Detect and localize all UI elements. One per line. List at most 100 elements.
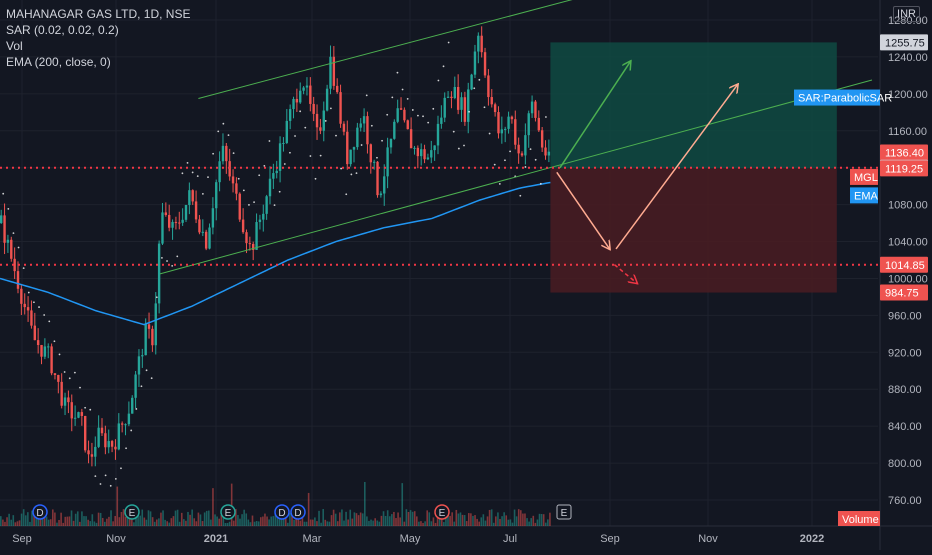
volume-bar — [239, 518, 241, 526]
candle-body — [396, 108, 399, 122]
volume-bar — [187, 511, 189, 526]
volume-bar — [301, 514, 304, 526]
sar-indicator-label[interactable]: SAR (0.02, 0.02, 0.2) — [6, 23, 119, 37]
volume-bar — [422, 522, 424, 526]
candle-body — [26, 307, 30, 311]
candle-body — [416, 147, 420, 157]
volume-bar — [349, 509, 352, 526]
candle-body — [10, 239, 13, 259]
candle-body — [403, 109, 406, 121]
volume-bar — [160, 512, 162, 526]
sar-dot — [222, 122, 225, 125]
candle-body — [440, 117, 443, 124]
volume-bar — [393, 511, 395, 526]
volume-bar — [549, 512, 551, 526]
sar-dot — [273, 204, 276, 207]
candle-body — [13, 258, 16, 272]
candle-body — [131, 397, 134, 414]
volume-bar — [486, 516, 489, 526]
candle-body — [127, 413, 131, 425]
volume-bar — [324, 519, 327, 526]
volume-bar — [205, 510, 208, 526]
volume-bar — [83, 516, 85, 526]
candle-body — [483, 52, 487, 76]
volume-bar — [99, 512, 102, 526]
candle-body — [376, 161, 379, 196]
sar-dot — [242, 189, 245, 192]
event-marker-label: D — [294, 508, 301, 519]
volume-bar — [101, 517, 104, 526]
price-label: 1136.40 — [885, 148, 924, 160]
volume-bar — [33, 514, 35, 526]
volume-bar — [511, 522, 514, 526]
event-marker — [220, 504, 236, 520]
volume-bar — [499, 518, 501, 526]
volume-bar — [272, 516, 275, 526]
candle-body — [73, 417, 77, 419]
volume-bar — [255, 520, 258, 526]
sar-dot — [386, 113, 389, 116]
candle-body — [325, 88, 329, 111]
price-tick-label: 840.00 — [888, 421, 922, 433]
candle-body — [231, 176, 235, 184]
price-tick-label: 1160.00 — [888, 126, 927, 138]
sar-dot — [22, 267, 25, 270]
price-label-bg — [880, 144, 928, 161]
sar-dot — [84, 406, 87, 409]
symbol-title[interactable]: MAHANAGAR GAS LTD, 1D, NSE — [6, 7, 191, 21]
volume-bar — [522, 513, 524, 526]
volume-bars — [0, 481, 551, 526]
candle-body — [151, 328, 154, 346]
volume-bar — [409, 510, 412, 526]
candle-body — [144, 324, 147, 356]
sar-dot — [478, 78, 481, 81]
sar-dot — [12, 232, 15, 235]
volume-bar — [445, 514, 447, 526]
volume-bar — [488, 509, 491, 526]
volume-bar — [388, 516, 391, 526]
candle-body — [332, 56, 336, 86]
sar-dot — [53, 340, 56, 343]
sar-dot — [125, 447, 127, 450]
volume-bar — [208, 510, 210, 526]
event-marker-label: E — [561, 508, 568, 519]
candle-body — [544, 147, 547, 156]
candle-body — [147, 324, 151, 329]
volume-bar — [45, 516, 48, 526]
volume-bar — [220, 515, 223, 526]
candle-body — [450, 96, 453, 99]
volume-bar — [193, 518, 196, 526]
candle-body — [40, 345, 43, 357]
volume-bar — [517, 509, 520, 526]
volume-bar — [214, 514, 216, 526]
volume-bar — [93, 521, 96, 526]
volume-label: Volume — [842, 514, 879, 526]
candle-body — [57, 374, 60, 382]
volume-indicator-label[interactable]: Vol — [6, 39, 23, 53]
volume-bar — [251, 515, 254, 526]
sar-dot — [299, 110, 302, 113]
sar-dot — [201, 192, 204, 195]
candle-body — [460, 97, 463, 110]
volume-bar — [318, 510, 320, 526]
volume-bar — [264, 513, 266, 526]
ema-indicator-label[interactable]: EMA (200, close, 0) — [6, 55, 111, 69]
sar-dot — [463, 144, 465, 147]
candle-body — [194, 201, 198, 220]
candle-body — [295, 98, 299, 103]
candle-body — [262, 213, 265, 220]
sar-dot — [350, 173, 353, 176]
event-marker — [274, 504, 290, 520]
candle-body — [278, 143, 282, 171]
candle-body — [238, 193, 241, 220]
candle-body — [393, 121, 396, 139]
sar-dot — [488, 132, 491, 135]
volume-bar — [16, 521, 19, 526]
candle-body — [33, 325, 36, 341]
volume-bar — [420, 521, 422, 526]
volume-bar — [328, 521, 331, 526]
sar-dot — [432, 107, 435, 110]
volume-bar — [399, 517, 401, 526]
